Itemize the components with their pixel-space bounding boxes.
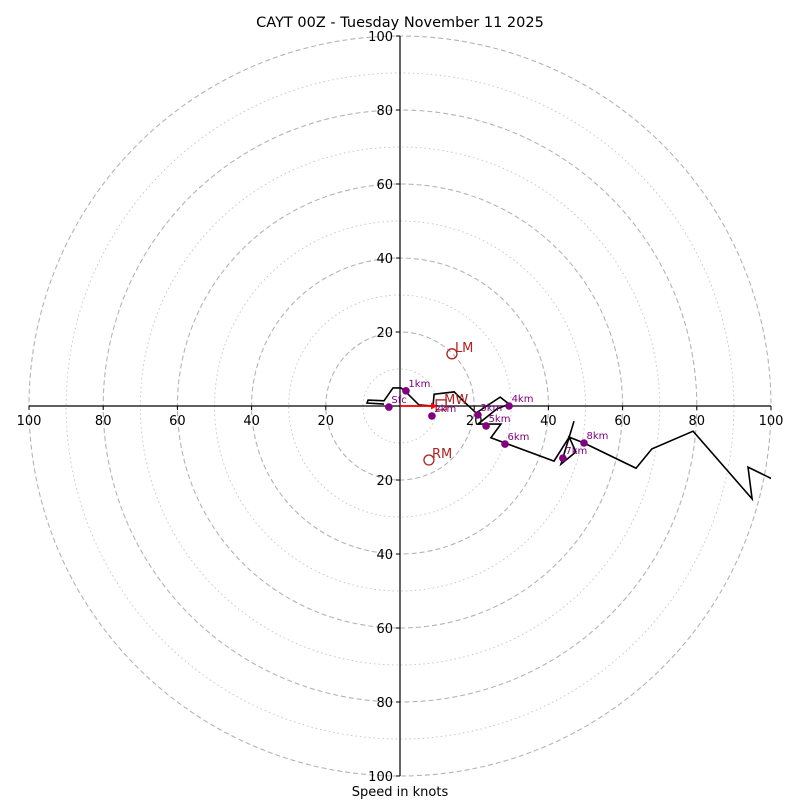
storm-motion: LM RM MW [400,341,473,466]
height-marker [402,387,410,395]
height-marker [505,402,513,410]
height-marker-label: 8km [587,431,609,442]
chart-title: CAYT 00Z - Tuesday November 11 2025 [256,15,544,31]
height-marker-label: 5km [489,414,511,425]
left-mover-marker [446,348,458,360]
height-marker [501,440,509,448]
height-marker [428,412,436,420]
hodograph-line [365,387,771,502]
y-tick-label: 20 [376,474,393,489]
x-tick-label: 40 [243,414,260,429]
height-marker-label: 7km [565,446,587,457]
height-marker-label: 3km [480,403,502,414]
right-mover-marker [423,454,435,466]
y-tick-label: 20 [376,326,393,341]
x-tick-label: 20 [318,414,335,429]
x-tick-label: 80 [689,414,706,429]
height-marker [580,439,588,447]
x-tick-label: 100 [759,414,784,429]
arrow-head [431,402,438,410]
mean-wind-label: MW [444,393,468,408]
y-tick-label: 80 [376,104,393,119]
y-tick-label: 40 [376,252,393,267]
height-marker [385,403,393,411]
x-tick-label: 60 [614,414,631,429]
x-tick-label: 40 [540,414,557,429]
height-marker-label: 4km [512,394,534,405]
height-marker [482,422,490,430]
mean-wind-marker [435,399,447,411]
height-marker [559,454,567,462]
x-tick-label: 60 [169,414,186,429]
height-marker-label: 2km [434,404,456,415]
y-tick-label: 100 [368,30,393,45]
hodograph-trace [365,387,771,502]
x-axis-label: Speed in knots [352,785,449,800]
x-tick-label: 80 [95,414,112,429]
height-marker [474,411,482,419]
x-tick-label: 100 [17,414,42,429]
left-mover-label: LM [455,341,473,356]
y-tick-label: 60 [376,622,393,637]
right-mover-label: RM [432,447,452,462]
height-marker-label: Sfc [391,395,406,406]
y-tick-label: 40 [376,548,393,563]
y-tick-label: 100 [368,770,393,785]
height-marker-label: 1km [408,379,430,390]
y-tick-label: 60 [376,178,393,193]
y-tick-label: 80 [376,696,393,711]
height-marker-label: 6km [507,432,529,443]
